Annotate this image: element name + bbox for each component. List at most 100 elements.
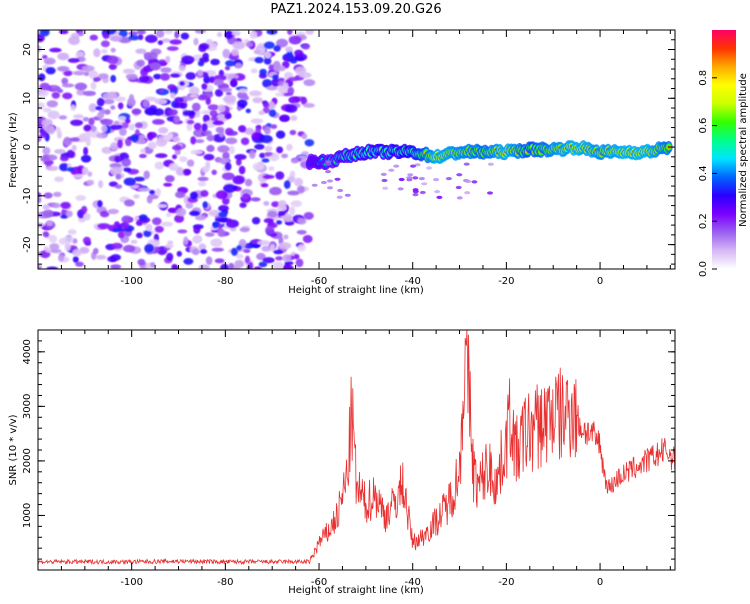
noise-blob xyxy=(243,249,251,253)
noise-blob xyxy=(243,95,250,101)
noise-blob xyxy=(231,30,241,37)
noise-blob xyxy=(140,148,146,153)
noise-blob xyxy=(297,217,307,225)
noise-blob xyxy=(212,120,225,126)
noise-blob xyxy=(210,58,220,66)
noise-blob xyxy=(263,101,270,109)
noise-blob xyxy=(266,85,278,91)
noise-blob xyxy=(186,159,195,167)
noise-blob xyxy=(232,40,246,50)
noise-blob xyxy=(465,179,471,183)
noise-blob xyxy=(238,125,247,133)
noise-blob xyxy=(78,132,91,142)
noise-blob xyxy=(102,92,113,100)
noise-blob xyxy=(69,137,80,142)
noise-blob xyxy=(72,248,82,257)
noise-blob xyxy=(110,264,122,269)
noise-blob xyxy=(62,92,73,100)
noise-blob xyxy=(275,256,283,261)
noise-blob xyxy=(144,96,157,102)
noise-blob xyxy=(114,156,121,162)
noise-blob xyxy=(192,248,200,256)
noise-blob xyxy=(393,164,400,168)
noise-blob xyxy=(388,168,395,172)
noise-blob xyxy=(143,230,152,238)
noise-blob xyxy=(163,182,173,187)
noise-blob xyxy=(137,134,146,140)
noise-blob xyxy=(234,154,247,160)
noise-blob xyxy=(185,72,196,80)
noise-blob xyxy=(273,249,283,255)
noise-blob xyxy=(51,86,61,91)
noise-blob xyxy=(293,254,300,260)
noise-blob xyxy=(144,243,155,253)
spectrogram-frame xyxy=(37,29,676,270)
noise-blob xyxy=(137,258,146,266)
noise-blob xyxy=(412,193,419,197)
noise-blob xyxy=(249,30,258,39)
noise-blob xyxy=(115,173,122,180)
noise-blob xyxy=(42,231,50,238)
snr-series-line xyxy=(38,330,675,566)
noise-blob xyxy=(285,104,298,113)
noise-blob xyxy=(380,172,387,176)
spectrogram-ylabel: Frequency (Hz) xyxy=(8,112,19,188)
noise-blob xyxy=(290,200,303,208)
noise-blob xyxy=(101,125,108,133)
noise-blob xyxy=(174,214,185,223)
noise-blob xyxy=(324,162,331,166)
noise-blob xyxy=(253,49,261,55)
noise-blob xyxy=(83,146,89,156)
noise-blob xyxy=(133,176,146,182)
noise-blob xyxy=(244,243,254,249)
noise-blob xyxy=(109,162,122,169)
noise-blob xyxy=(269,186,282,196)
snr-frame xyxy=(37,329,676,571)
noise-blob xyxy=(220,87,233,93)
noise-blob xyxy=(456,173,463,177)
noise-blob xyxy=(139,214,148,221)
noise-blob xyxy=(117,115,127,121)
noise-blob xyxy=(193,225,201,234)
figure-title: PAZ1.2024.153.09.20.G26 xyxy=(270,2,441,17)
noise-blob xyxy=(136,59,145,67)
noise-blob xyxy=(146,195,153,204)
snr-ticks: -100 -80 -60 -40 -20 0 1000 2000 3000 4000 xyxy=(22,329,675,588)
noise-blob xyxy=(44,248,53,253)
noise-blob xyxy=(168,208,176,213)
colorbar-tick-label: 0.2 xyxy=(698,213,709,229)
noise-blob xyxy=(287,190,300,196)
noise-blob xyxy=(178,64,186,72)
noise-blob xyxy=(276,220,283,225)
noise-blob xyxy=(82,117,90,122)
noise-blob xyxy=(296,230,307,235)
noise-blob xyxy=(102,98,115,105)
noise-blob xyxy=(75,195,87,201)
noise-blob xyxy=(250,197,261,202)
noise-blob xyxy=(214,89,224,97)
noise-blob xyxy=(134,122,143,129)
noise-blob xyxy=(157,40,164,46)
noise-blob xyxy=(158,88,165,93)
noise-blob xyxy=(294,66,307,75)
noise-blob xyxy=(154,161,165,170)
noise-blob xyxy=(455,185,462,190)
colorbar-tick-label: 0.6 xyxy=(698,118,709,134)
noise-blob xyxy=(180,32,190,40)
noise-blob xyxy=(181,55,195,65)
noise-blob xyxy=(193,122,202,131)
noise-blob xyxy=(295,258,304,268)
noise-blob xyxy=(152,108,165,116)
noise-blob xyxy=(251,118,262,123)
noise-blob xyxy=(228,262,235,269)
noise-blob xyxy=(58,115,68,120)
noise-blob xyxy=(183,258,194,265)
noise-blob xyxy=(456,196,463,200)
noise-blob xyxy=(197,95,208,101)
noise-blob xyxy=(275,171,285,180)
noise-blob xyxy=(273,45,281,52)
noise-blob xyxy=(278,40,288,46)
noise-blob xyxy=(104,30,117,35)
noise-blob xyxy=(128,94,135,102)
noise-blob xyxy=(398,177,405,182)
